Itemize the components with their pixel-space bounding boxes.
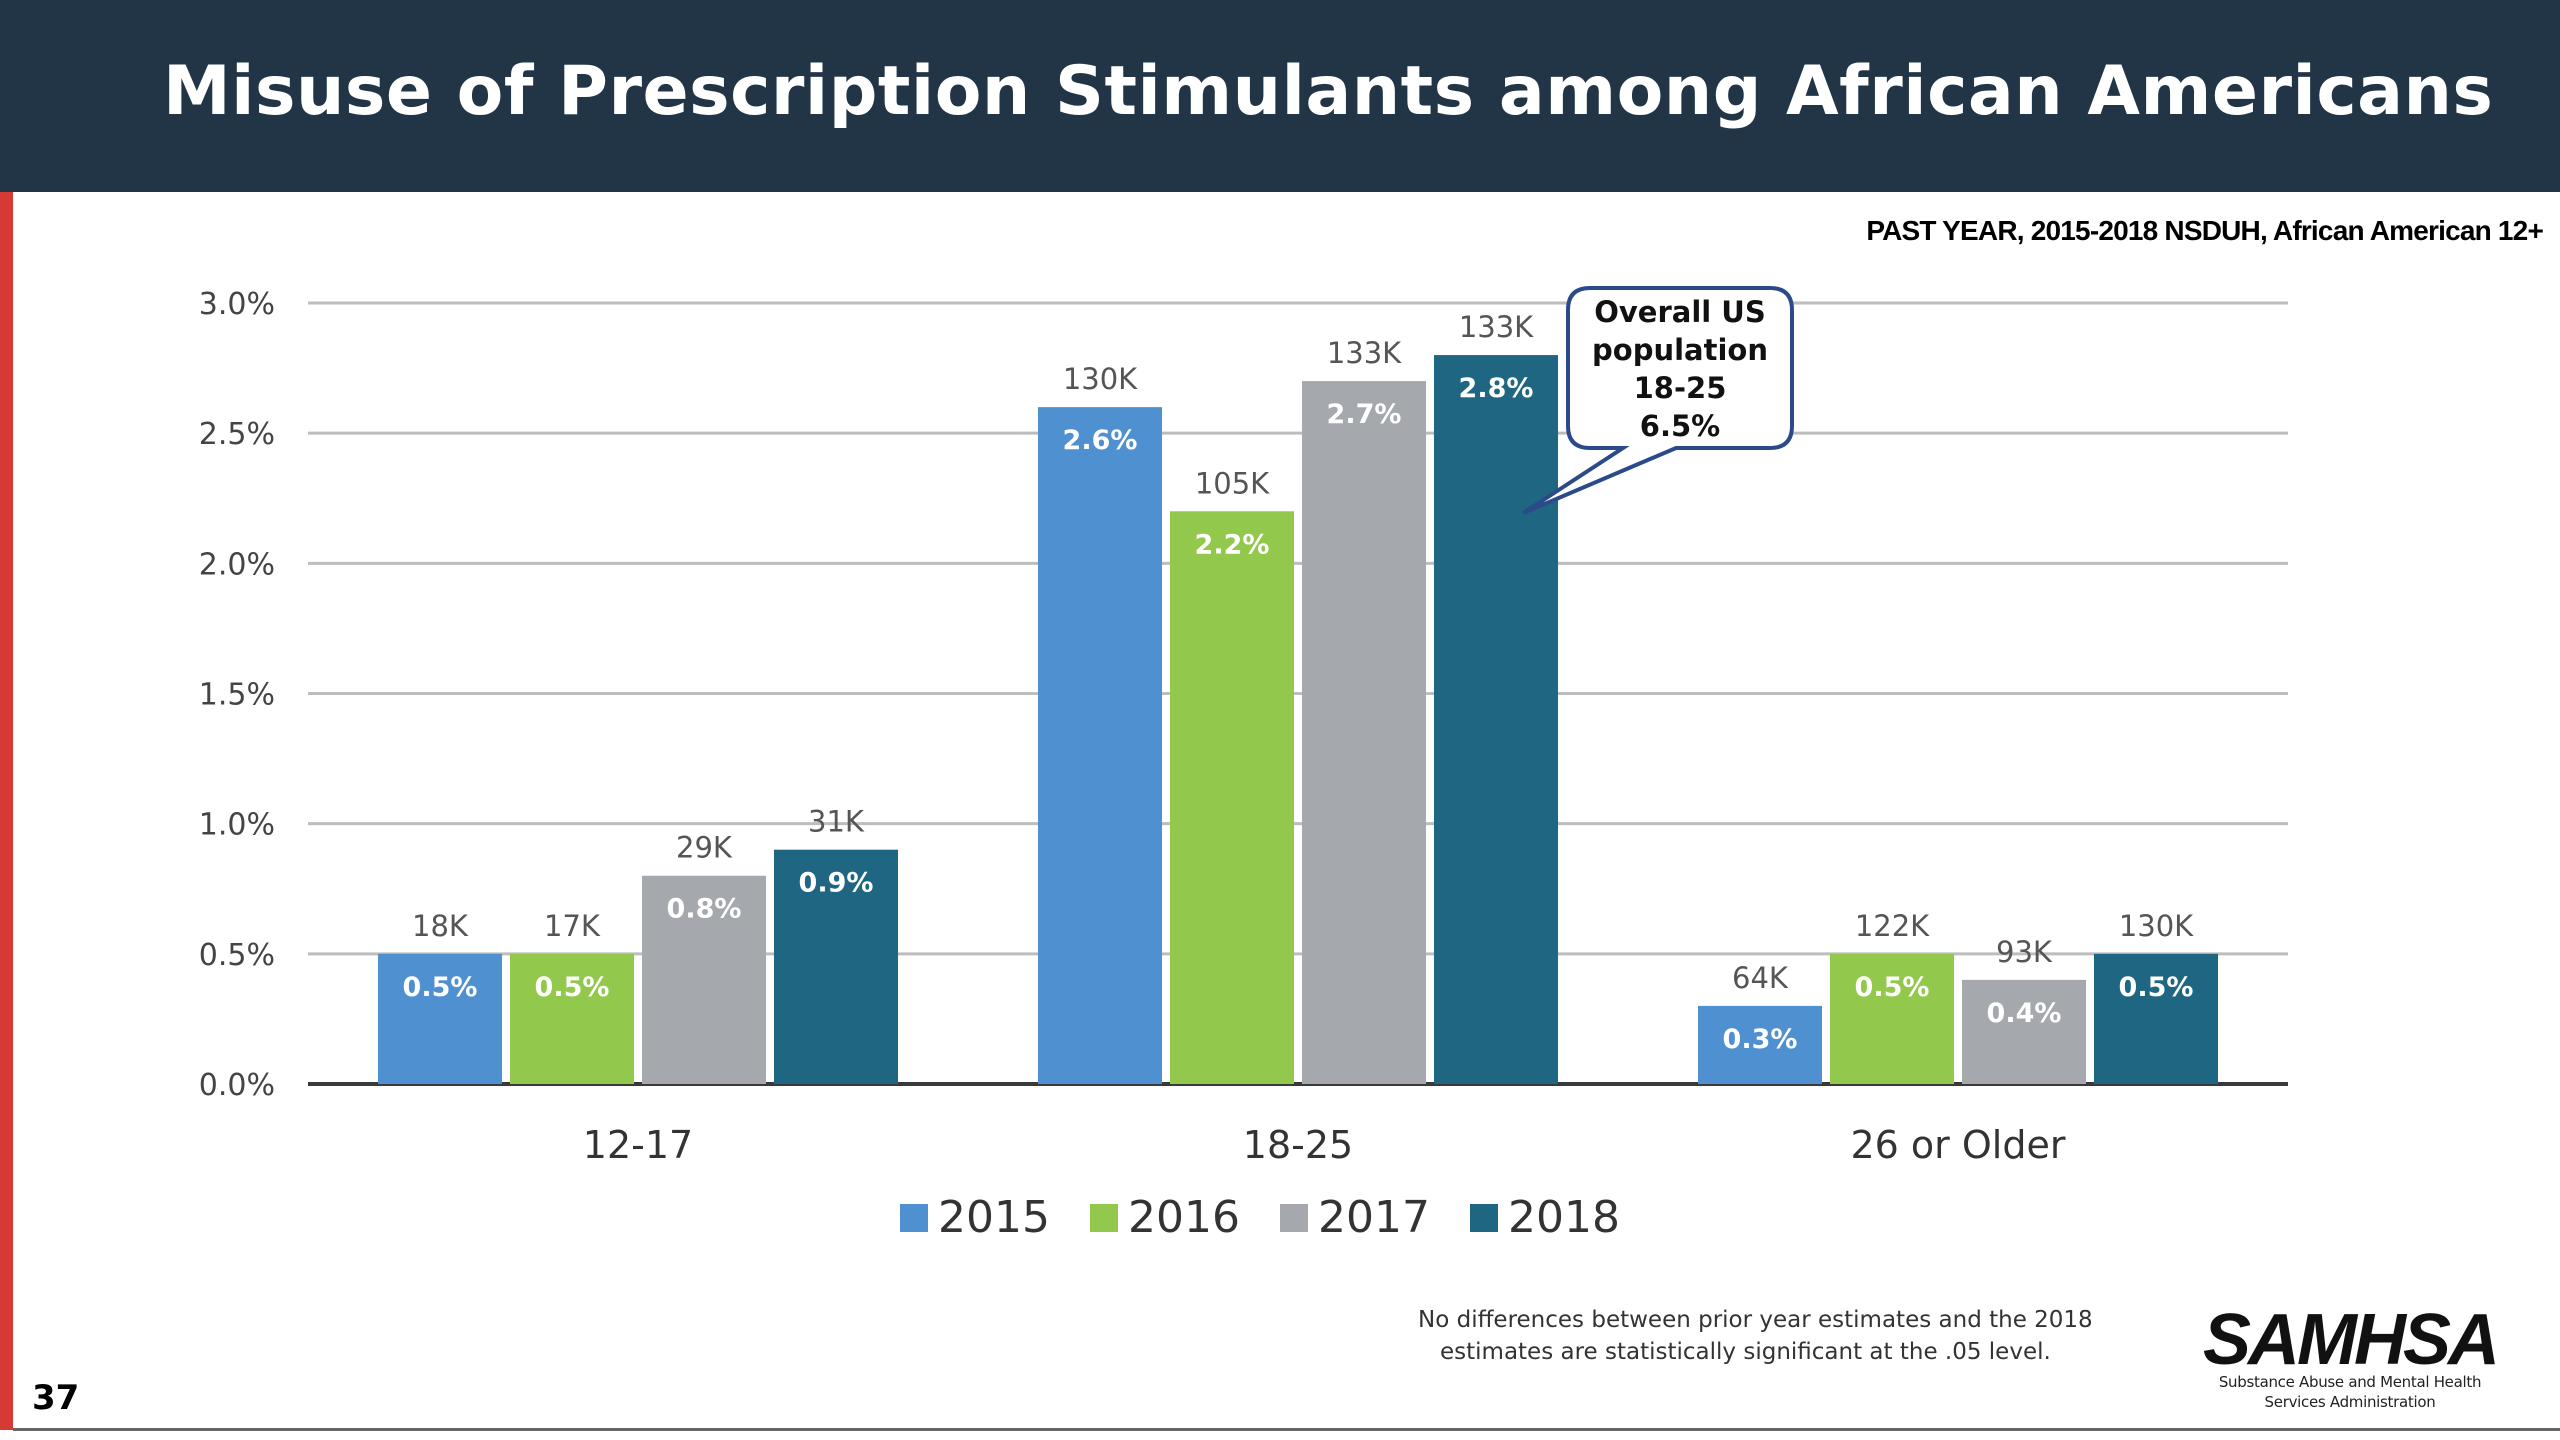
annotation-text: 18-25 (1634, 371, 1727, 405)
bar-count-label: 18K (412, 909, 469, 943)
y-tick-label: 2.5% (199, 417, 275, 452)
bar-count-label: 133K (1327, 336, 1402, 370)
chart-subtitle: PAST YEAR, 2015-2018 NSDUH, African Amer… (1866, 215, 2543, 246)
bar (1830, 953, 1954, 1084)
bar (1698, 1005, 1822, 1084)
bar-count-label: 105K (1195, 466, 1270, 500)
bar (642, 875, 766, 1084)
bar-value-label: 2.8% (1459, 373, 1534, 404)
page-title: Misuse of Prescription Stimulants among … (163, 52, 2494, 131)
x-category-label: 12-17 (583, 1123, 693, 1167)
left-accent-bar (0, 0, 13, 1430)
bar (510, 953, 634, 1084)
bar-value-label: 2.2% (1195, 529, 1270, 560)
bar-count-label: 130K (1063, 362, 1138, 396)
legend-label: 2018 (1507, 1192, 1620, 1243)
footnote-line: estimates are statistically significant … (1440, 1339, 2051, 1365)
footnote: No differences between prior year estima… (1418, 1304, 2118, 1368)
bar-value-label: 0.5% (535, 972, 610, 1003)
y-tick-label: 2.0% (199, 547, 275, 582)
bar-count-label: 17K (544, 909, 601, 943)
legend-label: 2015 (938, 1192, 1051, 1243)
chart-legend: 2015 2016 2017 2018 (0, 1192, 2560, 1243)
bar (1170, 511, 1294, 1084)
bar-value-label: 2.6% (1063, 425, 1138, 456)
bar-value-label: 0.8% (667, 894, 742, 925)
logo-tagline: Substance Abuse and Mental Health Servic… (2200, 1372, 2500, 1412)
y-tick-label: 1.0% (199, 808, 275, 843)
bar-count-label: 133K (1459, 310, 1534, 344)
footnote-line: No differences between prior year estima… (1418, 1307, 2093, 1333)
logo-tagline-line: Services Administration (2264, 1393, 2436, 1411)
bar-value-label: 0.4% (1987, 998, 2062, 1029)
bar (1038, 407, 1162, 1085)
bar (2094, 953, 2218, 1084)
y-tick-label: 1.5% (199, 678, 275, 713)
legend-item: 2016 (1090, 1192, 1240, 1243)
bar (1302, 381, 1426, 1085)
samhsa-logo: SAMHSA Substance Abuse and Mental Health… (2200, 1300, 2500, 1412)
legend-label: 2016 (1128, 1192, 1240, 1243)
bar (774, 849, 898, 1084)
bar (1434, 355, 1558, 1085)
bar-count-label: 130K (2119, 909, 2194, 943)
bar-count-label: 31K (808, 805, 865, 839)
legend-swatch (1280, 1203, 1308, 1232)
bar-value-label: 0.5% (2119, 972, 2194, 1003)
legend-swatch (900, 1203, 929, 1232)
page-number: 37 (32, 1378, 80, 1418)
legend-swatch (1090, 1203, 1119, 1232)
annotation-text: Overall US (1594, 295, 1766, 329)
bar-value-label: 0.3% (1723, 1024, 1798, 1055)
annotation-text: 6.5% (1640, 409, 1720, 443)
legend-item: 2015 (900, 1192, 1050, 1243)
y-tick-label: 3.0% (199, 287, 275, 322)
x-category-label: 18-25 (1243, 1123, 1353, 1167)
bar-value-label: 0.5% (403, 972, 478, 1003)
legend-swatch (1469, 1203, 1498, 1232)
logo-wordmark: SAMHSA (2202, 1300, 2500, 1380)
y-tick-label: 0.5% (199, 938, 275, 973)
logo-tagline-line: Substance Abuse and Mental Health (2218, 1373, 2482, 1391)
legend-item: 2017 (1280, 1192, 1430, 1243)
bar-value-label: 0.5% (1855, 972, 1930, 1003)
bar-count-label: 29K (676, 831, 733, 865)
bar-count-label: 122K (1855, 909, 1930, 943)
bar (378, 953, 502, 1084)
bar (1962, 979, 2086, 1084)
bar-value-label: 0.9% (799, 868, 874, 899)
bar-count-label: 64K (1732, 961, 1789, 995)
x-category-label: 26 or Older (1851, 1123, 2066, 1167)
annotation-text: population (1592, 333, 1768, 367)
bottom-rule (13, 1428, 2560, 1431)
legend-item: 2018 (1469, 1192, 1620, 1243)
legend-label: 2017 (1318, 1192, 1430, 1243)
y-tick-label: 0.0% (199, 1068, 275, 1103)
annotation-callout (1522, 286, 1794, 515)
bar-value-label: 2.7% (1327, 399, 1402, 430)
header-bar: Misuse of Prescription Stimulants among … (0, 0, 2560, 192)
bar-count-label: 93K (1996, 935, 2053, 969)
